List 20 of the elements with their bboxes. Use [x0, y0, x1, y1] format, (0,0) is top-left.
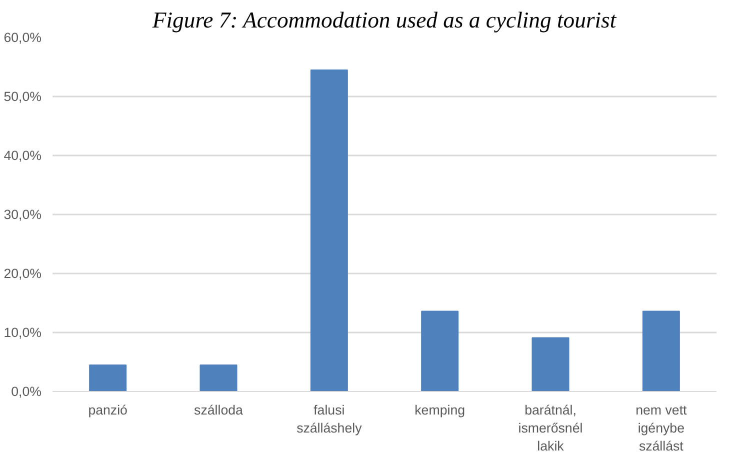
bar [89, 364, 127, 392]
y-tick-label: 50,0% [4, 89, 42, 104]
x-tick-label: nem vett igénybe szállást [636, 402, 688, 454]
x-tick-label: barátnál, ismerősnél lakik [518, 402, 583, 454]
x-tick-label: falusi szálláshely [296, 402, 362, 436]
bar [200, 364, 238, 392]
y-tick-label: 60,0% [4, 30, 42, 45]
y-tick-label: 40,0% [4, 148, 42, 163]
y-tick-label: 10,0% [4, 325, 42, 340]
y-tick-label: 0,0% [11, 384, 42, 399]
x-tick-label: panzió [88, 402, 128, 418]
bar [532, 337, 570, 392]
chart-title: Figure 7: Accommodation used as a cycling tourist [151, 8, 617, 32]
bar [310, 69, 348, 392]
y-tick-label: 30,0% [4, 207, 42, 222]
y-tick-label: 20,0% [4, 266, 42, 281]
bar [421, 310, 459, 392]
x-tick-label: szálloda [194, 402, 244, 418]
bar [642, 310, 680, 392]
x-tick-label: kemping [414, 402, 466, 418]
